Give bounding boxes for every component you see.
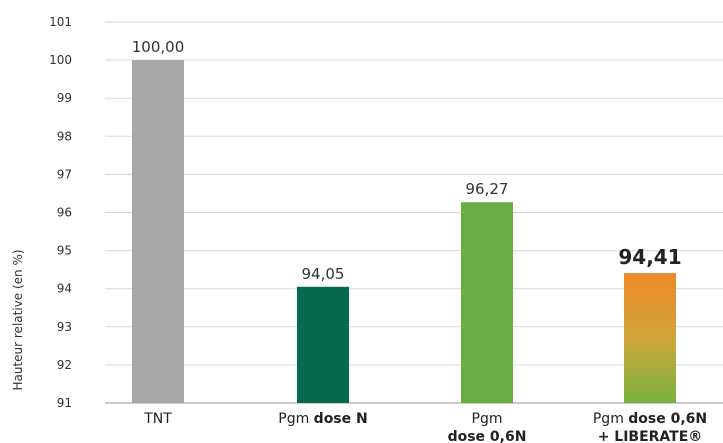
y-tick-label: 99 [57, 91, 72, 105]
x-tick-label-part: Pgm [593, 411, 628, 427]
x-tick-label: TNT [143, 411, 172, 427]
x-tick-label: dose 0,6N [448, 429, 527, 443]
y-tick-label: 95 [57, 244, 72, 258]
y-tick-label: 97 [57, 167, 72, 181]
y-axis-label: Hauteur relative (en %) [11, 249, 25, 390]
data-label: 94,05 [302, 265, 345, 283]
x-tick-label-part: dose 0,6N [628, 411, 707, 427]
y-tick-label: 94 [57, 282, 72, 296]
x-tick-label-part: Pgm [278, 411, 313, 427]
bar [461, 202, 513, 403]
y-tick-labels: 91 92 93 94 95 96 97 98 99 100 101 [49, 15, 72, 410]
x-tick-label-part: dose 0,6N [448, 429, 527, 443]
y-tick-label: 92 [57, 358, 72, 372]
x-tick-label: Pgm dose 0,6N [593, 411, 707, 427]
data-labels: 100,00 94,05 96,27 94,41 [132, 38, 682, 283]
x-tick-label: + LIBERATE® [598, 429, 703, 443]
bar [297, 286, 349, 403]
data-label: 96,27 [466, 180, 509, 198]
x-tick-label: Pgm dose N [278, 411, 367, 427]
y-tick-label: 101 [49, 15, 72, 29]
x-tick-label-part: Pgm [472, 411, 503, 427]
bars [132, 60, 676, 403]
gridlines [105, 21, 723, 404]
y-tick-label: 96 [57, 206, 72, 220]
bar [132, 60, 184, 403]
x-tick-label-part: dose N [314, 411, 368, 427]
x-tick-label-part: TNT [143, 411, 172, 427]
y-tick-label: 93 [57, 320, 72, 334]
y-tick-label: 100 [49, 53, 72, 67]
data-label: 100,00 [132, 38, 185, 56]
data-label: 94,41 [618, 245, 681, 269]
y-tick-label: 91 [57, 396, 72, 410]
bar [624, 273, 676, 403]
x-tick-label-part: + LIBERATE® [598, 429, 703, 443]
x-tick-label: Pgm [472, 411, 503, 427]
y-tick-label: 98 [57, 129, 72, 143]
